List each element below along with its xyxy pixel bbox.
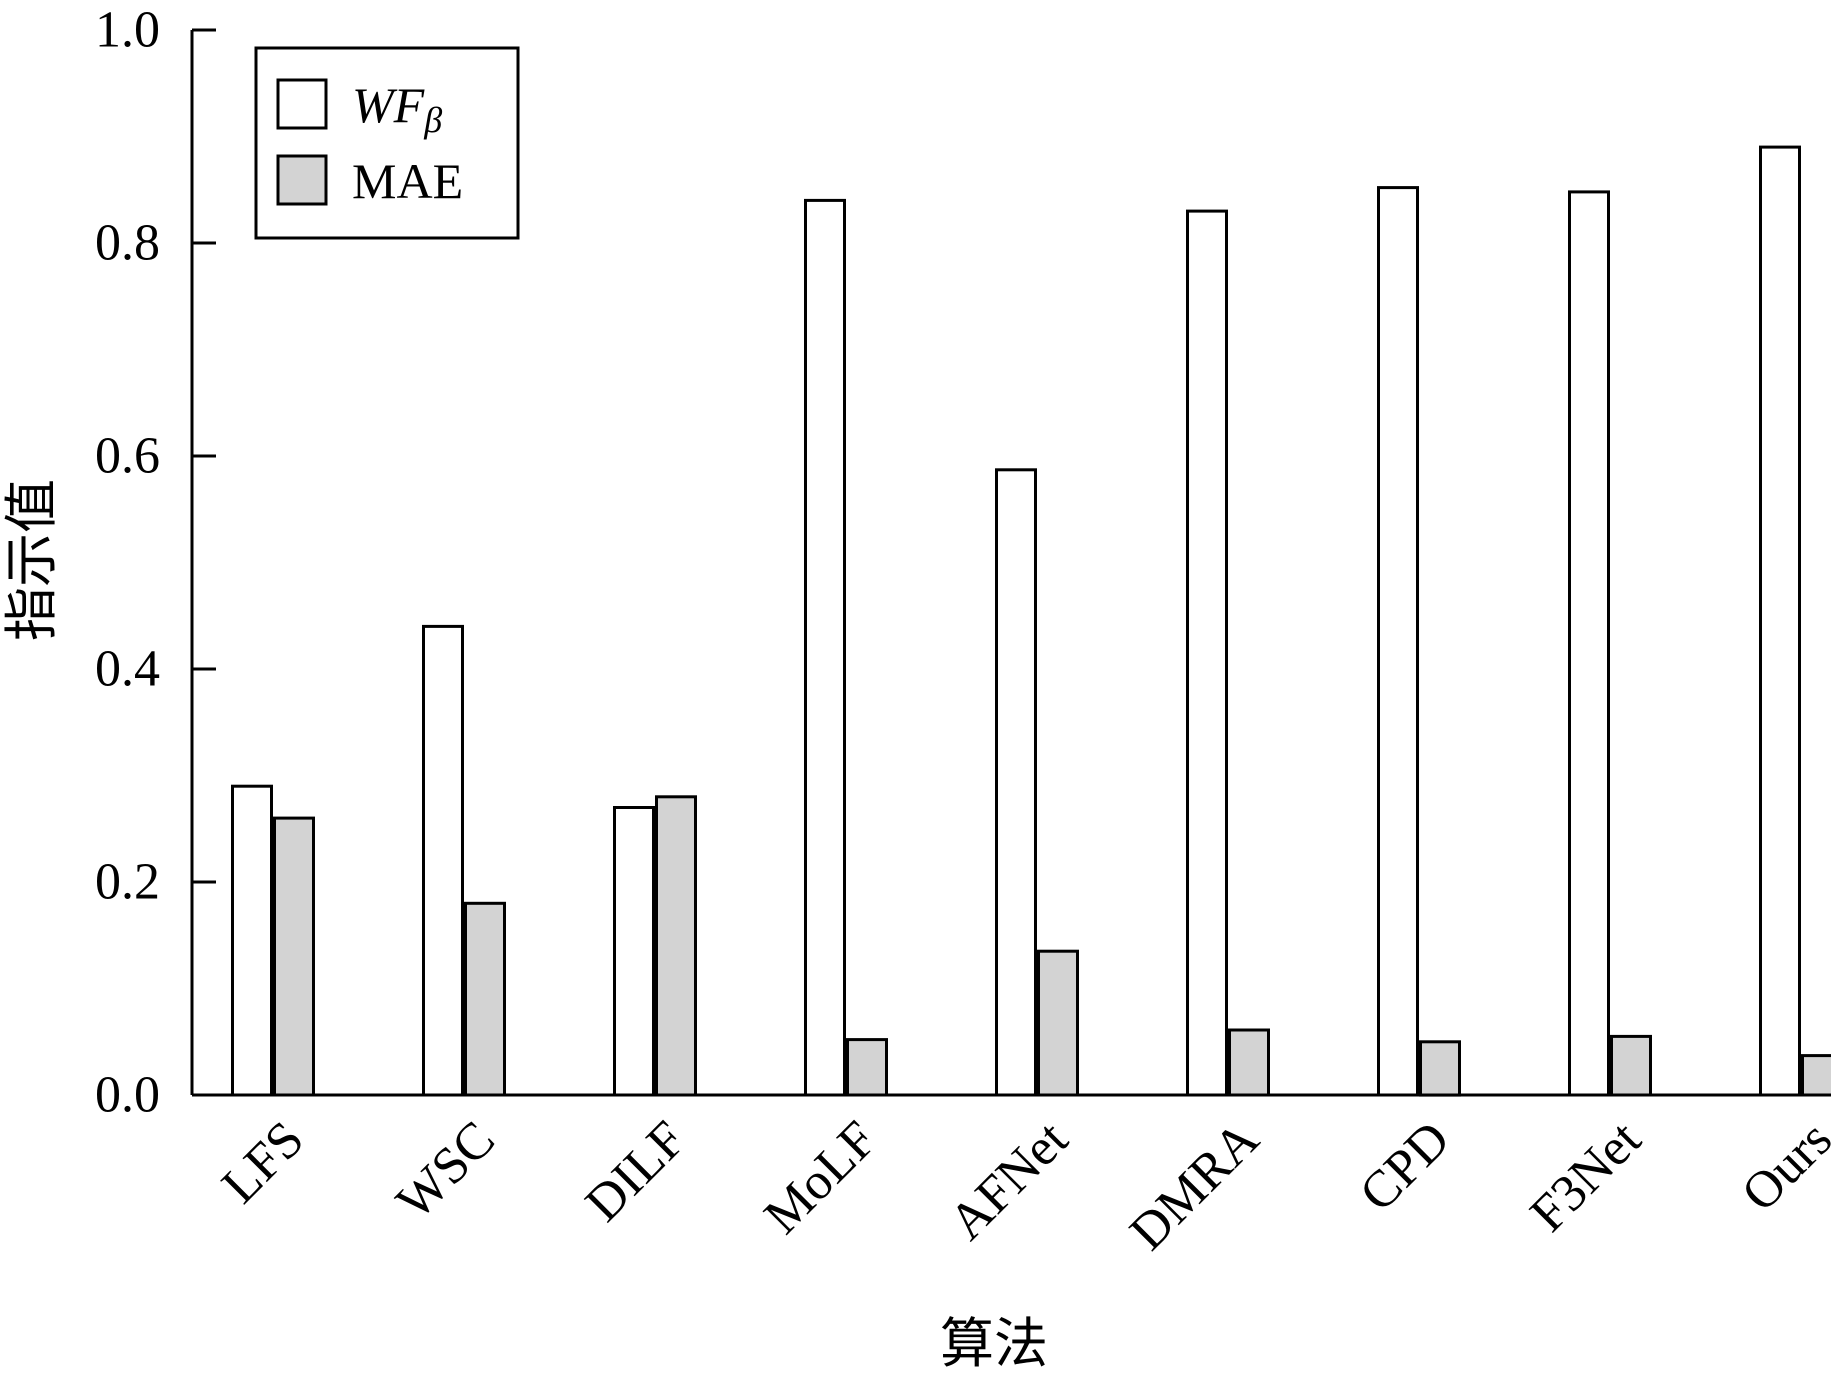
- x-tick-label-wsc: WSC: [386, 1111, 506, 1231]
- y-tick-label-0.0: 0.0: [95, 1067, 160, 1124]
- bar-wf-wsc: [422, 624, 464, 1097]
- x-tick-label-molf: MoLF: [754, 1111, 888, 1245]
- y-tick-label-0.6: 0.6: [95, 428, 160, 485]
- bar-mae-wsc: [464, 901, 506, 1097]
- y-axis-title: 指示值: [2, 479, 62, 641]
- bars-layer: [231, 145, 1831, 1097]
- bar-wf-molf: [804, 198, 846, 1097]
- legend: WFβ MAE: [254, 46, 520, 240]
- bar-wf-dilf: [613, 806, 655, 1097]
- bar-mae-f3net: [1610, 1034, 1652, 1097]
- y-tick-label-1.0: 1.0: [95, 2, 160, 59]
- bar-wf-dmra: [1186, 209, 1228, 1097]
- legend-swatch-mae: [276, 154, 328, 206]
- legend-label-wf: WFβ: [352, 77, 442, 140]
- bar-mae-molf: [846, 1038, 888, 1097]
- bar-wf-afnet: [995, 468, 1037, 1097]
- bar-mae-afnet: [1037, 949, 1079, 1097]
- x-tick-label-dilf: DILF: [575, 1111, 697, 1233]
- bar-wf-lfs: [231, 784, 273, 1097]
- y-tick-label-0.8: 0.8: [95, 215, 160, 272]
- legend-swatch-wf: [276, 78, 328, 130]
- bar-wf-ours: [1759, 145, 1801, 1097]
- legend-label-mae: MAE: [352, 153, 463, 209]
- x-tick-label-ours: Ours: [1731, 1111, 1831, 1223]
- bar-mae-cpd: [1419, 1040, 1461, 1097]
- bar-mae-lfs: [273, 816, 315, 1097]
- bar-mae-dmra: [1228, 1028, 1270, 1097]
- x-tick-label-f3net: F3Net: [1520, 1110, 1653, 1243]
- bar-wf-f3net: [1568, 190, 1610, 1097]
- bar-mae-dilf: [655, 795, 697, 1097]
- bar-mae-ours: [1801, 1054, 1831, 1097]
- x-axis-title: 算法: [940, 1314, 1048, 1374]
- axes-layer: [190, 28, 1831, 1097]
- legend-label-wf-sub: β: [423, 100, 442, 140]
- x-tick-label-cpd: CPD: [1349, 1111, 1461, 1223]
- x-tick-label-lfs: LFS: [211, 1111, 315, 1215]
- y-tick-label-0.2: 0.2: [95, 854, 160, 911]
- bar-wf-cpd: [1377, 186, 1419, 1097]
- x-tick-label-dmra: DMRA: [1119, 1110, 1270, 1261]
- y-tick-label-0.4: 0.4: [95, 641, 160, 698]
- legend-label-wf-main: WF: [352, 77, 425, 133]
- x-tick-label-afnet: AFNet: [939, 1110, 1080, 1251]
